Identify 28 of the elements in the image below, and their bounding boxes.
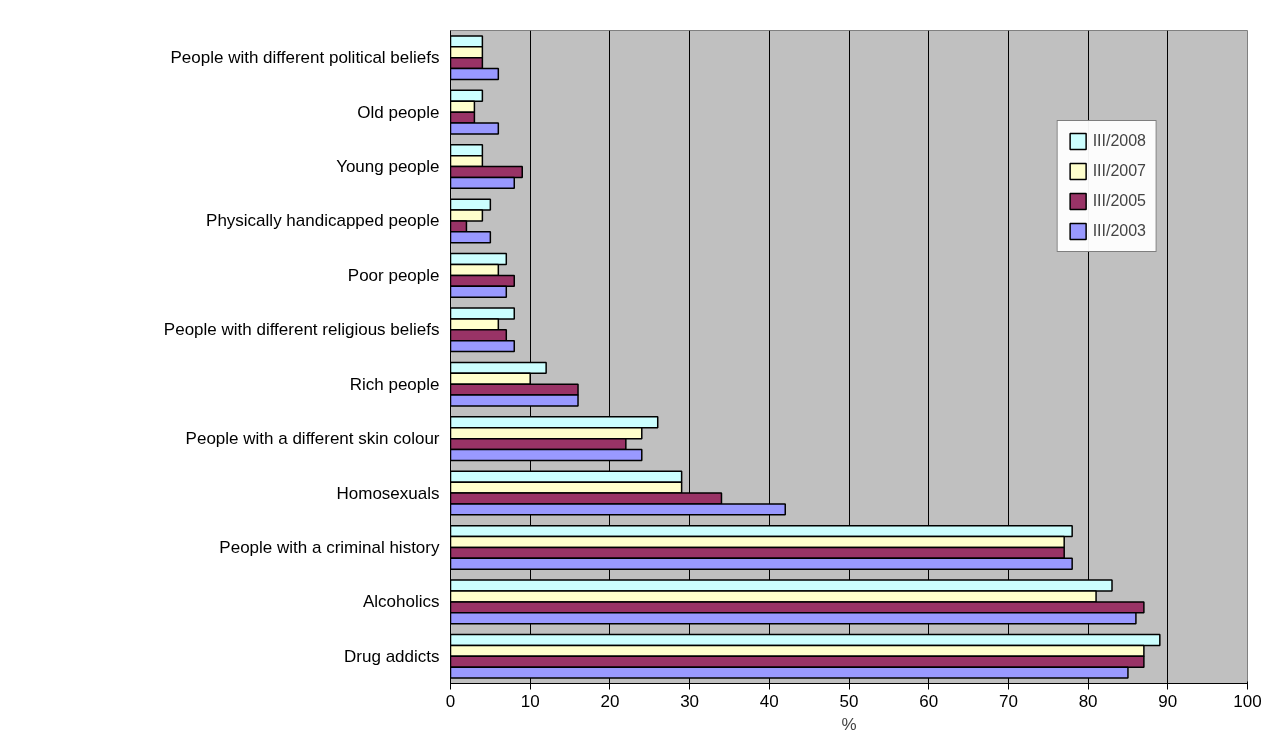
- x-tick-label: 60: [919, 691, 939, 711]
- y-tick-label: Old people: [357, 102, 440, 122]
- y-tick-label: Physically handicapped people: [206, 211, 440, 231]
- x-tick-label: 40: [759, 691, 779, 711]
- y-tick-label: People with different political beliefs: [170, 48, 440, 68]
- legend-label: III/2003: [1092, 222, 1146, 240]
- x-tick-label: 100: [1233, 691, 1262, 711]
- y-tick-label: Young people: [336, 157, 440, 177]
- y-tick-label: Rich people: [349, 374, 440, 394]
- y-tick-label: People with a criminal history: [219, 537, 440, 557]
- y-tick-label: Alcoholics: [362, 592, 440, 612]
- x-tick-label: 20: [600, 691, 620, 711]
- y-tick-label: Drug addicts: [344, 646, 440, 666]
- x-tick-label: 50: [839, 691, 859, 711]
- x-tick-label: 0: [445, 691, 456, 711]
- y-tick-label: People with different religious beliefs: [163, 320, 440, 340]
- legend-label: III/2005: [1092, 192, 1146, 210]
- x-tick-label: 70: [998, 691, 1018, 711]
- legend-label: III/2008: [1092, 132, 1146, 150]
- x-tick-label: 10: [520, 691, 540, 711]
- x-axis-title: %: [841, 714, 857, 734]
- x-tick-label: 80: [1078, 691, 1098, 711]
- y-tick-label: Poor people: [347, 265, 440, 285]
- y-tick-label: Homosexuals: [336, 483, 440, 503]
- legend-label: III/2007: [1092, 162, 1146, 180]
- y-tick-label: People with a different skin colour: [185, 429, 440, 449]
- x-tick-label: 90: [1158, 691, 1178, 711]
- x-tick-label: 30: [680, 691, 700, 711]
